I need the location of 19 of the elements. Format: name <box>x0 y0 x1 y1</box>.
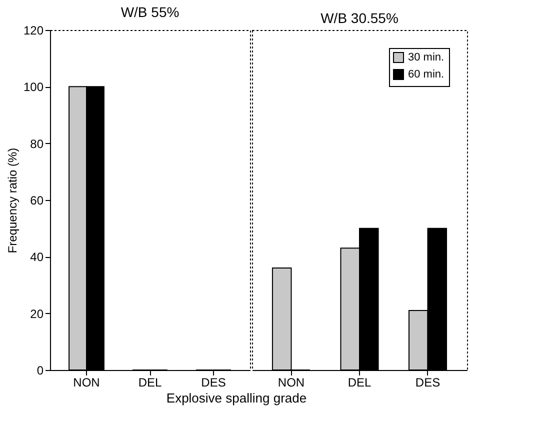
chart-title: W/B 55% <box>120 4 180 20</box>
y-axis-title: Frequency ratio (%) <box>5 148 20 254</box>
x-tick-label: DEL <box>138 376 162 390</box>
y-tick-label: 40 <box>30 250 44 264</box>
legend-label: 60 min. <box>408 68 444 80</box>
y-tick-label: 100 <box>23 80 44 94</box>
x-axis-title: Explosive spalling grade <box>166 390 307 406</box>
y-tick-label: 0 <box>36 364 44 378</box>
y-tick-label: 120 <box>23 24 44 38</box>
x-tick-label: DES <box>201 376 226 390</box>
chart-title: W/B 30.55% <box>320 10 398 26</box>
y-tick-label: 60 <box>30 194 44 208</box>
x-tick-label: DES <box>415 376 440 390</box>
x-tick-label: NON <box>278 376 305 390</box>
x-tick-label: DEL <box>348 376 372 390</box>
y-tick-label: 80 <box>30 136 44 151</box>
x-tick-label: NON <box>73 376 100 390</box>
y-tick-label: 20 <box>30 306 44 321</box>
legend-label: 30 min. <box>408 52 444 64</box>
